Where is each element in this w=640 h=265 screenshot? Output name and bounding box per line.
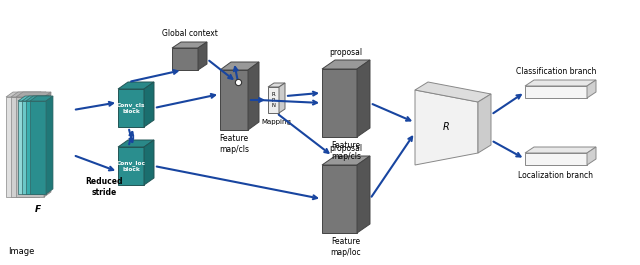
- Polygon shape: [172, 48, 198, 70]
- Polygon shape: [322, 60, 370, 69]
- Polygon shape: [39, 92, 46, 197]
- Polygon shape: [357, 60, 370, 137]
- Text: Reduced
stride: Reduced stride: [85, 177, 123, 197]
- Polygon shape: [118, 89, 144, 127]
- Polygon shape: [220, 62, 259, 70]
- Text: Classification branch: Classification branch: [516, 67, 596, 76]
- Polygon shape: [16, 92, 51, 97]
- Polygon shape: [525, 86, 587, 98]
- Text: R: R: [443, 122, 450, 132]
- Text: Conv_cls
block: Conv_cls block: [116, 102, 145, 114]
- Text: Global context: Global context: [161, 29, 218, 38]
- Polygon shape: [587, 80, 596, 98]
- Polygon shape: [44, 92, 51, 197]
- Polygon shape: [525, 153, 587, 165]
- Polygon shape: [279, 83, 285, 113]
- Polygon shape: [587, 147, 596, 165]
- Text: proposal: proposal: [330, 48, 363, 57]
- Polygon shape: [18, 96, 47, 101]
- Polygon shape: [144, 82, 154, 127]
- Polygon shape: [322, 69, 357, 137]
- Text: Feature
map/cls: Feature map/cls: [219, 134, 249, 154]
- Polygon shape: [268, 83, 285, 87]
- Polygon shape: [322, 165, 357, 233]
- Polygon shape: [478, 94, 491, 153]
- Polygon shape: [44, 96, 51, 194]
- Polygon shape: [248, 62, 259, 130]
- Polygon shape: [118, 147, 144, 185]
- Polygon shape: [525, 80, 596, 86]
- Polygon shape: [40, 96, 47, 194]
- Polygon shape: [198, 42, 207, 70]
- Polygon shape: [34, 92, 41, 197]
- Polygon shape: [42, 96, 49, 194]
- Polygon shape: [172, 42, 207, 48]
- Text: Localization branch: Localization branch: [518, 171, 593, 180]
- Polygon shape: [18, 101, 40, 194]
- Polygon shape: [46, 96, 53, 194]
- Polygon shape: [16, 97, 44, 197]
- Polygon shape: [11, 92, 46, 97]
- Text: proposal: proposal: [330, 144, 363, 153]
- Polygon shape: [30, 96, 53, 101]
- Polygon shape: [118, 82, 154, 89]
- Polygon shape: [26, 96, 51, 101]
- Polygon shape: [268, 87, 279, 113]
- Text: Mapping: Mapping: [262, 119, 291, 125]
- Polygon shape: [22, 96, 49, 101]
- Polygon shape: [415, 90, 478, 165]
- Text: Conv_loc
block: Conv_loc block: [116, 160, 145, 172]
- Polygon shape: [415, 82, 491, 102]
- Polygon shape: [26, 101, 44, 194]
- Polygon shape: [11, 97, 39, 197]
- Polygon shape: [525, 147, 596, 153]
- Polygon shape: [322, 156, 370, 165]
- Polygon shape: [6, 97, 34, 197]
- Text: Feature
map/cls: Feature map/cls: [331, 141, 361, 161]
- Text: R
P
N: R P N: [271, 92, 275, 108]
- Polygon shape: [30, 101, 46, 194]
- Polygon shape: [22, 101, 42, 194]
- Polygon shape: [6, 92, 41, 97]
- Polygon shape: [220, 70, 248, 130]
- Polygon shape: [144, 140, 154, 185]
- Polygon shape: [357, 156, 370, 233]
- Text: Image: Image: [8, 248, 35, 257]
- Text: Feature
map/loc: Feature map/loc: [331, 237, 362, 257]
- Text: F: F: [35, 205, 41, 214]
- Polygon shape: [118, 140, 154, 147]
